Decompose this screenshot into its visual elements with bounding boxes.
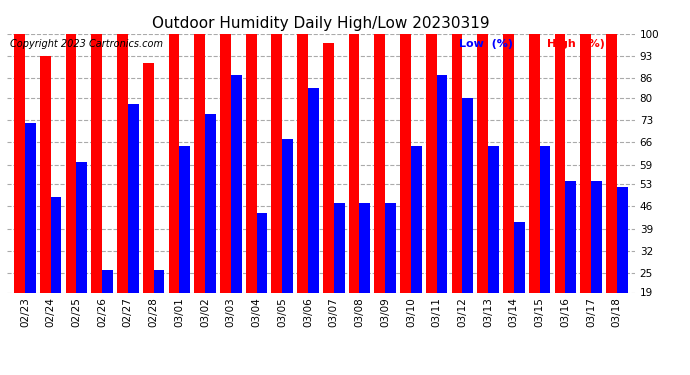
- Bar: [462, 98, 473, 353]
- Bar: [297, 34, 308, 353]
- Bar: [323, 44, 334, 353]
- Text: High  (%): High (%): [547, 39, 604, 49]
- Bar: [271, 34, 282, 353]
- Bar: [195, 34, 205, 353]
- Bar: [50, 196, 61, 353]
- Bar: [488, 146, 499, 353]
- Bar: [334, 203, 344, 353]
- Bar: [400, 34, 411, 353]
- Bar: [246, 34, 257, 353]
- Bar: [230, 75, 241, 353]
- Bar: [555, 34, 565, 353]
- Bar: [205, 114, 216, 353]
- Bar: [77, 162, 87, 353]
- Bar: [411, 146, 422, 353]
- Bar: [91, 34, 102, 353]
- Bar: [359, 203, 371, 353]
- Bar: [375, 34, 385, 353]
- Text: Low  (%): Low (%): [459, 39, 513, 49]
- Bar: [580, 34, 591, 353]
- Bar: [220, 34, 230, 353]
- Bar: [565, 181, 576, 353]
- Bar: [102, 270, 113, 353]
- Text: Copyright 2023 Cartronics.com: Copyright 2023 Cartronics.com: [10, 39, 163, 49]
- Bar: [282, 139, 293, 353]
- Bar: [168, 34, 179, 353]
- Bar: [477, 34, 488, 353]
- Bar: [348, 34, 359, 353]
- Bar: [437, 75, 447, 353]
- Bar: [128, 104, 139, 353]
- Bar: [40, 56, 50, 353]
- Bar: [257, 213, 267, 353]
- Bar: [503, 34, 514, 353]
- Bar: [426, 34, 437, 353]
- Bar: [385, 203, 396, 353]
- Title: Outdoor Humidity Daily High/Low 20230319: Outdoor Humidity Daily High/Low 20230319: [152, 16, 490, 31]
- Bar: [117, 34, 128, 353]
- Bar: [308, 88, 319, 353]
- Bar: [514, 222, 524, 353]
- Bar: [591, 181, 602, 353]
- Bar: [540, 146, 551, 353]
- Bar: [451, 34, 462, 353]
- Bar: [606, 34, 617, 353]
- Bar: [25, 123, 36, 353]
- Bar: [154, 270, 164, 353]
- Bar: [529, 34, 540, 353]
- Bar: [617, 187, 628, 353]
- Bar: [14, 34, 25, 353]
- Bar: [143, 63, 154, 353]
- Bar: [66, 34, 77, 353]
- Bar: [179, 146, 190, 353]
